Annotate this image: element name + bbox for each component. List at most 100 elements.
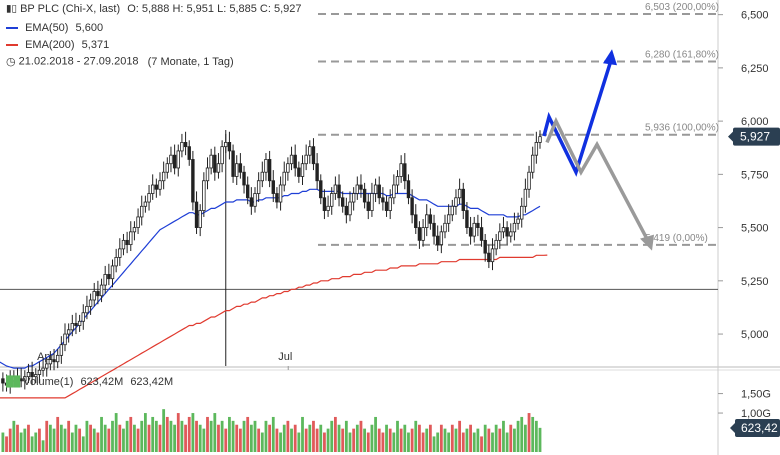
- volume-bar: [59, 424, 63, 452]
- volume-bar: [169, 420, 173, 452]
- volume-bar: [271, 416, 275, 452]
- volume-bar: [407, 432, 410, 452]
- candle-body: [311, 146, 316, 165]
- volume-bar: [249, 424, 253, 452]
- ohlc-values: O: 5,888 H: 5,951 L: 5,885 C: 5,927: [127, 3, 302, 16]
- ema50-label: EMA(50): [25, 22, 69, 35]
- volume-bar: [275, 428, 279, 452]
- projection-gray-arrowhead: [640, 234, 654, 251]
- volume-bar: [527, 413, 531, 452]
- candle-body: [96, 291, 100, 297]
- candle-body: [132, 227, 137, 233]
- candle-body: [472, 222, 476, 237]
- volume-bar: [122, 428, 125, 452]
- price-tick-label: 6,500: [741, 10, 769, 22]
- volume-bar: [520, 416, 524, 452]
- candle-body: [494, 239, 498, 250]
- instrument-legend: ▮▯ BP PLC (Chi-X, last) O: 5,888 H: 5,95…: [6, 3, 302, 15]
- volume-bar: [399, 428, 403, 452]
- volume-bar: [377, 428, 381, 452]
- volume-bar: [78, 428, 82, 452]
- candle-body: [333, 184, 338, 194]
- volume-bar: [531, 416, 535, 452]
- candle-body: [216, 163, 221, 173]
- candle-body: [355, 184, 360, 194]
- volume-bar: [443, 428, 447, 452]
- candle-body: [140, 205, 144, 218]
- projection-gray-line: [545, 116, 652, 246]
- volume-bar: [297, 432, 301, 452]
- candle-body: [88, 299, 93, 307]
- volume-bar: [129, 416, 133, 452]
- volume-bar: [363, 428, 367, 452]
- volume-bar: [268, 424, 272, 452]
- volume-bar: [472, 432, 476, 452]
- volume-bar: [198, 424, 202, 452]
- volume-bar: [147, 424, 151, 452]
- volume-bar: [133, 424, 136, 452]
- projection-up-line: [542, 56, 614, 177]
- volume-bar: [352, 428, 356, 452]
- candle-body: [322, 197, 327, 211]
- candle-body: [256, 180, 261, 194]
- candle-body: [19, 378, 23, 382]
- volume-bar: [111, 420, 114, 452]
- candle-body: [245, 184, 250, 199]
- candle-body: [176, 150, 180, 169]
- volume-bar: [238, 428, 242, 452]
- candle-body: [410, 197, 414, 216]
- candle-body: [527, 171, 531, 190]
- volume-bar: [301, 416, 304, 452]
- candle-body: [509, 231, 513, 237]
- candle-body: [443, 222, 447, 233]
- candle-body: [4, 382, 9, 386]
- volume-bar: [538, 427, 542, 452]
- volume-bar: [228, 416, 231, 452]
- candle-body: [70, 323, 75, 331]
- candle-body: [326, 205, 330, 211]
- candle-body: [74, 323, 78, 326]
- volume-bar: [326, 428, 330, 452]
- candle-body: [505, 227, 509, 237]
- candle-body: [538, 136, 542, 143]
- candle-body: [439, 231, 444, 246]
- volume-bar: [23, 428, 27, 452]
- candle-body: [450, 205, 455, 216]
- candle-body: [267, 159, 272, 182]
- candle-body: [30, 371, 34, 378]
- candle-body: [77, 320, 82, 326]
- volume-bar: [96, 432, 100, 452]
- volume-bar: [136, 428, 140, 452]
- candle-body: [118, 248, 122, 258]
- volume-bar: [235, 424, 239, 452]
- candle-body: [136, 216, 140, 228]
- candle-body: [249, 197, 254, 207]
- volume-bar: [385, 424, 388, 452]
- volume-bar: [19, 432, 23, 452]
- candle-body: [187, 146, 191, 160]
- candle-body: [191, 159, 195, 203]
- volume-bar: [187, 416, 191, 452]
- volume-bar: [494, 424, 498, 452]
- volume-bar: [151, 416, 155, 452]
- candle-body: [392, 184, 396, 199]
- volume-bar: [114, 413, 118, 452]
- volume-bar: [509, 424, 513, 452]
- candle-body: [253, 193, 257, 207]
- candle-body: [242, 171, 246, 186]
- candle-body: [340, 197, 345, 207]
- candle-body: [468, 227, 473, 237]
- volume-bar: [52, 428, 56, 452]
- candle-body: [213, 154, 217, 173]
- volume-bar: [100, 416, 103, 452]
- candle-body: [154, 184, 159, 190]
- candle-body: [344, 205, 349, 216]
- volume-bar: [257, 428, 261, 452]
- volume-bar: [447, 432, 451, 452]
- candle-body: [23, 376, 27, 382]
- candle-body: [337, 184, 341, 199]
- candle-body: [406, 180, 411, 199]
- candle-body: [202, 180, 206, 211]
- volume-bar: [1, 432, 5, 452]
- candle-body: [417, 227, 422, 241]
